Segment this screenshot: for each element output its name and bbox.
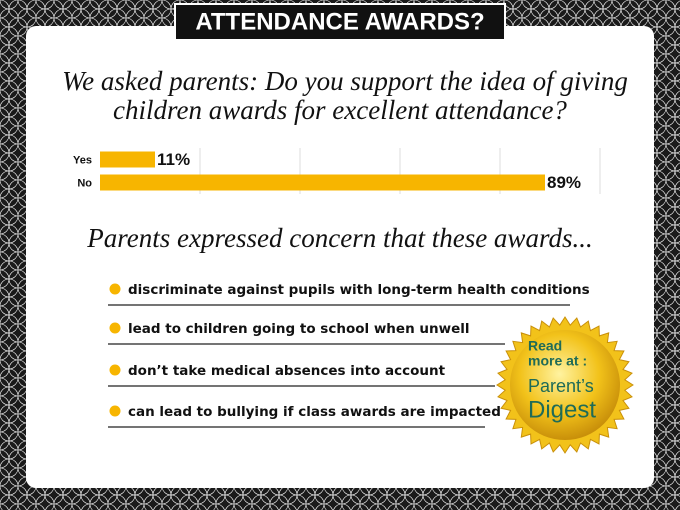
concern-item: can lead to bullying if class awards are… [128, 404, 501, 420]
bullet [109, 364, 121, 376]
concern-item: discriminate against pupils with long-te… [128, 282, 590, 298]
value-label: 89% [547, 173, 581, 192]
bar-chart: Yes 11% No 89% [73, 148, 601, 194]
badge-text: Parent’s [528, 376, 594, 396]
y-tick-label: Yes [73, 154, 92, 166]
concern-item: don’t take medical absences into account [128, 363, 446, 379]
badge-text: more at : [528, 353, 587, 369]
bullet [109, 405, 121, 417]
y-tick-label: No [77, 177, 92, 189]
concern-item: lead to children going to school when un… [128, 321, 470, 337]
question: children awards for excellent attendance… [113, 95, 567, 125]
panel [26, 26, 654, 488]
bar [100, 151, 155, 168]
seal-face [510, 330, 620, 440]
badge-text: Digest [528, 396, 596, 423]
bullet [109, 283, 121, 295]
bullet [109, 322, 121, 334]
chart-title: ATTENDANCE AWARDS? [195, 8, 484, 35]
concern-list: discriminate against pupils with long-te… [108, 282, 590, 428]
bar [100, 174, 545, 191]
value-label: 11% [157, 150, 190, 169]
title-banner [174, 3, 506, 41]
badge-text: Read [528, 338, 562, 354]
concerns-heading: Parents expressed concern that these awa… [86, 223, 592, 253]
question: We asked parents: Do you support the ide… [62, 66, 628, 96]
